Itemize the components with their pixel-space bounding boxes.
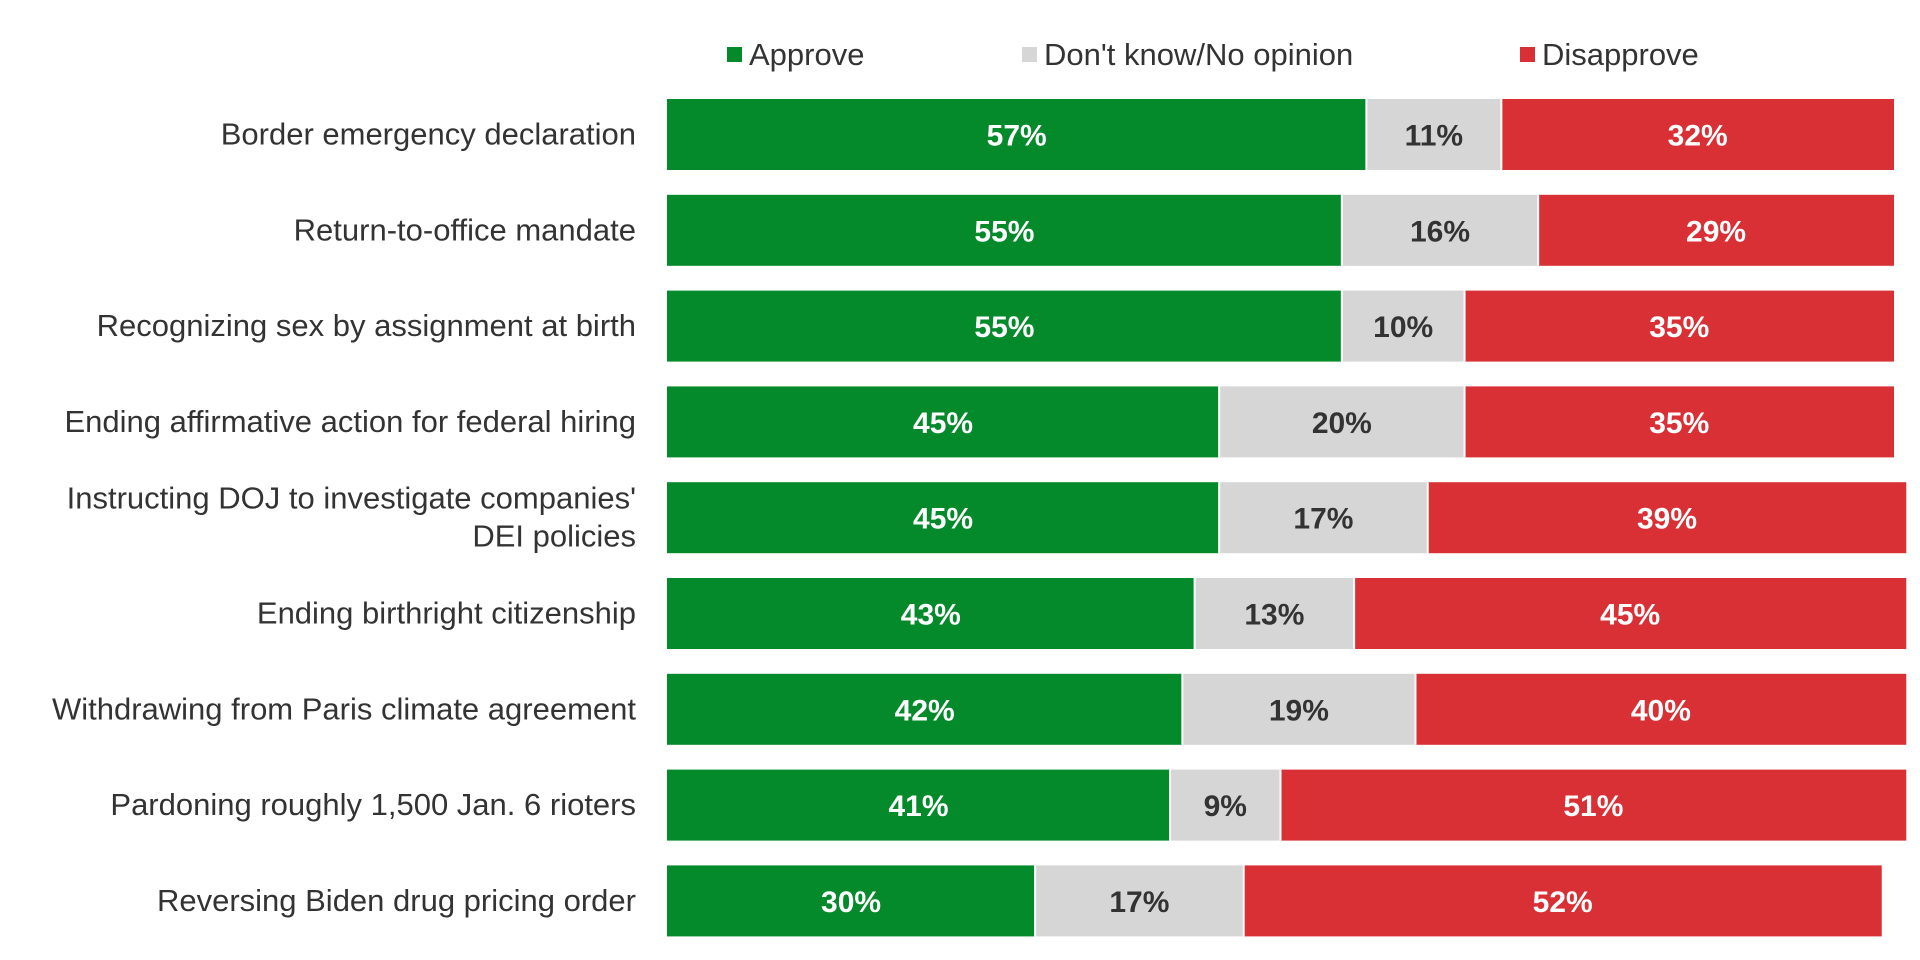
bar-segment-disapprove xyxy=(1501,99,1894,170)
data-label-approve: 42% xyxy=(895,694,955,727)
bar-segment-approve xyxy=(667,482,1220,554)
bar-segment-don-t-know-no-opinion xyxy=(1341,290,1465,362)
category-labels: Border emergency declaration Return-to-of… xyxy=(52,117,636,918)
bar-segment-approve xyxy=(667,386,1220,458)
legend-label-disapprove: Disapprove xyxy=(1542,37,1699,72)
bar-segment-don-t-know-no-opinion xyxy=(1170,769,1281,841)
legend-item-disapprove: Disapprove xyxy=(1520,37,1699,72)
data-label-disapprove: 52% xyxy=(1533,886,1593,919)
bar-segment-approve xyxy=(667,99,1367,170)
data-label-approve: 55% xyxy=(974,215,1034,248)
bar-segment-approve xyxy=(667,578,1195,649)
bar-rows: 57% 11% 32% 55% 16% 29% 55% 10% 35% 45% 20% 35% 45% 1… xyxy=(667,99,1907,937)
bar-row: 55% 16% 29% xyxy=(667,194,1894,266)
bar-segment-disapprove xyxy=(1538,194,1894,266)
bar-row: 55% 10% 35% xyxy=(667,290,1894,362)
legend-label-approve: Approve xyxy=(749,37,864,72)
bar-row: 45% 17% 39% xyxy=(667,482,1907,554)
legend-swatch-approve xyxy=(727,47,742,62)
legend-item-don-t-know-no-opinion: Don't know/No opinion xyxy=(1022,37,1353,72)
data-label-approve: 30% xyxy=(821,886,881,919)
chart-legend: Approve Don't know/No opinion Disapprove xyxy=(727,37,1699,72)
bar-row: 41% 9% 51% xyxy=(667,769,1907,841)
bar-row: 30% 17% 52% xyxy=(667,865,1882,937)
data-label-approve: 45% xyxy=(913,407,973,440)
category-label: Recognizing sex by assignment at birth xyxy=(97,308,636,343)
bar-segment-disapprove xyxy=(1280,769,1907,841)
category-label: Ending birthright citizenship xyxy=(257,596,636,631)
data-label-disapprove: 40% xyxy=(1631,694,1691,727)
data-label-don-t-know-no-opinion: 17% xyxy=(1293,503,1353,536)
bar-segment-approve xyxy=(667,865,1036,937)
bar-segment-disapprove xyxy=(1464,386,1894,458)
bar-segment-approve xyxy=(667,673,1183,745)
data-label-don-t-know-no-opinion: 9% xyxy=(1204,790,1247,823)
bar-segment-approve xyxy=(667,769,1171,841)
data-label-don-t-know-no-opinion: 19% xyxy=(1269,694,1329,727)
bar-segment-disapprove xyxy=(1354,578,1907,649)
category-label: Border emergency declaration xyxy=(221,117,636,152)
data-label-disapprove: 51% xyxy=(1563,790,1623,823)
data-label-disapprove: 35% xyxy=(1649,311,1709,344)
bar-segment-don-t-know-no-opinion xyxy=(1219,482,1428,554)
data-label-disapprove: 35% xyxy=(1649,407,1709,440)
bar-segment-disapprove xyxy=(1427,482,1907,554)
legend-swatch-disapprove xyxy=(1520,47,1535,62)
data-label-don-t-know-no-opinion: 13% xyxy=(1244,599,1304,632)
category-label: Ending affirmative action for federal hi… xyxy=(64,404,636,439)
category-label: Return-to-office mandate xyxy=(294,212,636,247)
legend-label-don-t-know-no-opinion: Don't know/No opinion xyxy=(1044,37,1353,72)
category-label: Pardoning roughly 1,500 Jan. 6 rioters xyxy=(110,787,636,822)
data-label-disapprove: 29% xyxy=(1686,215,1746,248)
data-label-don-t-know-no-opinion: 20% xyxy=(1312,407,1372,440)
data-label-disapprove: 45% xyxy=(1600,599,1660,632)
bar-row: 42% 19% 40% xyxy=(667,673,1907,745)
data-label-don-t-know-no-opinion: 17% xyxy=(1109,886,1169,919)
data-label-don-t-know-no-opinion: 10% xyxy=(1373,311,1433,344)
bar-segment-don-t-know-no-opinion xyxy=(1219,386,1465,458)
bar-row: 45% 20% 35% xyxy=(667,386,1894,458)
legend-swatch-don-t-know-no-opinion xyxy=(1022,47,1037,62)
data-label-don-t-know-no-opinion: 11% xyxy=(1405,120,1463,153)
data-label-disapprove: 32% xyxy=(1668,120,1728,153)
bar-segment-don-t-know-no-opinion xyxy=(1366,99,1502,170)
bar-segment-don-t-know-no-opinion xyxy=(1182,673,1416,745)
data-label-approve: 43% xyxy=(901,599,961,632)
data-label-approve: 41% xyxy=(889,790,949,823)
category-label: Instructing DOJ to investigate companies… xyxy=(67,481,636,554)
bar-segment-disapprove xyxy=(1243,865,1882,937)
bar-segment-don-t-know-no-opinion xyxy=(1035,865,1244,937)
bar-row: 43% 13% 45% xyxy=(667,578,1907,649)
data-label-approve: 45% xyxy=(913,503,973,536)
data-label-don-t-know-no-opinion: 16% xyxy=(1410,215,1470,248)
legend-item-approve: Approve xyxy=(727,37,864,72)
bar-segment-don-t-know-no-opinion xyxy=(1194,578,1355,649)
bar-segment-disapprove xyxy=(1464,290,1894,362)
category-label: Withdrawing from Paris climate agreement xyxy=(52,691,636,726)
bar-segment-approve xyxy=(667,290,1342,362)
data-label-approve: 57% xyxy=(987,120,1047,153)
data-label-approve: 55% xyxy=(974,311,1034,344)
bar-segment-approve xyxy=(667,194,1342,266)
bar-segment-disapprove xyxy=(1415,673,1907,745)
category-label: Reversing Biden drug pricing order xyxy=(157,883,636,918)
data-label-disapprove: 39% xyxy=(1637,503,1697,536)
bar-row: 57% 11% 32% xyxy=(667,99,1894,170)
bar-segment-don-t-know-no-opinion xyxy=(1341,194,1539,266)
